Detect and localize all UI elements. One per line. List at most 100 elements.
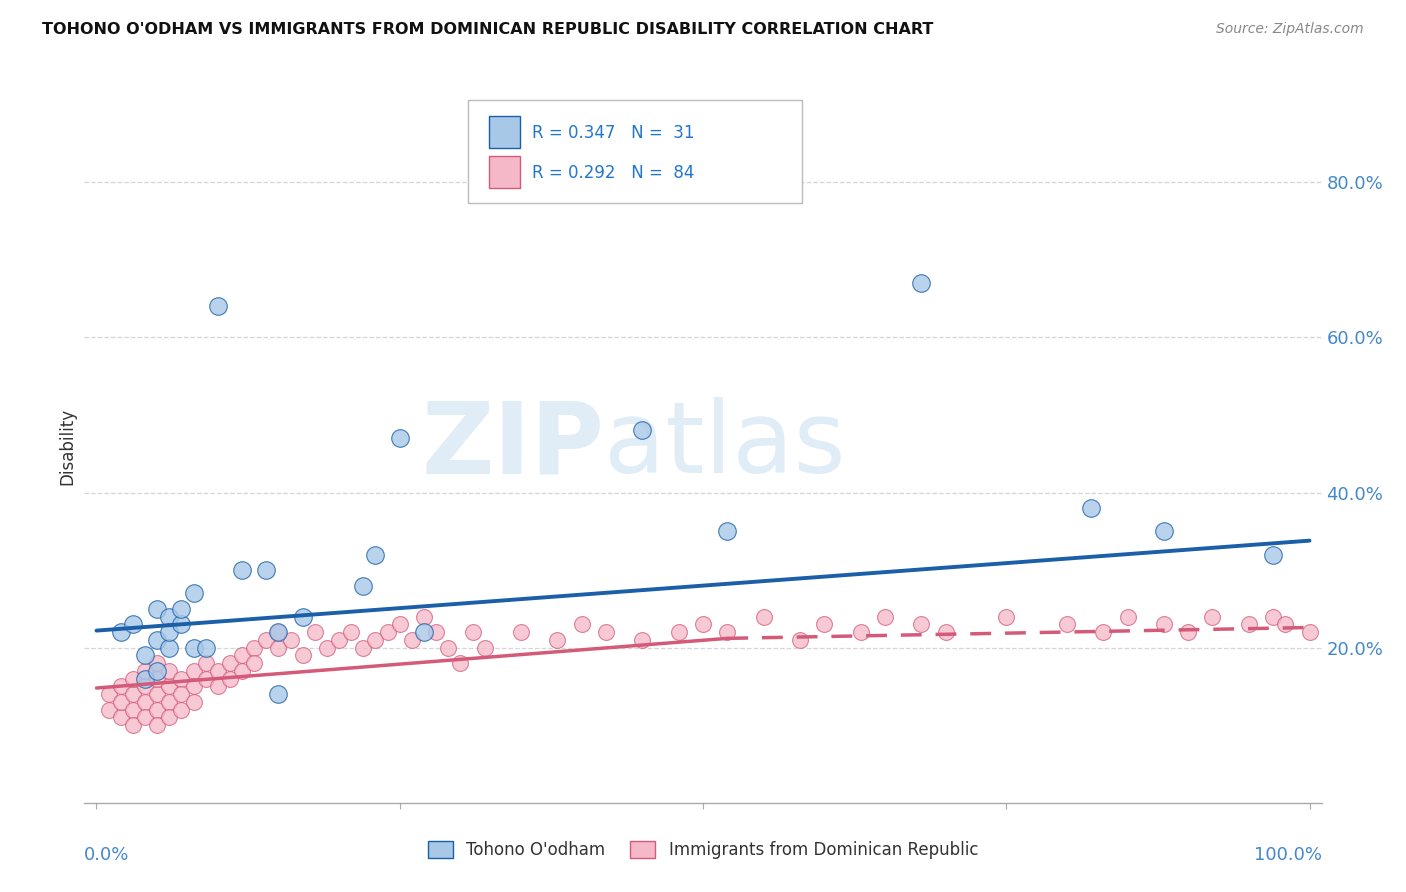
Point [146, 703, 169, 717]
Point [668, 625, 690, 640]
Point [437, 640, 460, 655]
Point [134, 672, 156, 686]
Point [146, 664, 169, 678]
Point [910, 617, 932, 632]
Point [1261, 609, 1284, 624]
Point [849, 625, 872, 640]
Point [789, 632, 811, 647]
Point [364, 548, 387, 562]
FancyBboxPatch shape [468, 100, 801, 203]
Point [170, 703, 193, 717]
Point [170, 617, 193, 632]
Point [134, 695, 156, 709]
Point [122, 703, 145, 717]
Point [1056, 617, 1078, 632]
Point [110, 695, 132, 709]
Point [122, 718, 145, 732]
Point [194, 640, 217, 655]
Point [231, 664, 253, 678]
Text: R = 0.292   N =  84: R = 0.292 N = 84 [533, 164, 695, 182]
Text: R = 0.347   N =  31: R = 0.347 N = 31 [533, 124, 695, 142]
Point [328, 632, 350, 647]
Point [157, 625, 180, 640]
Point [388, 431, 411, 445]
Point [1298, 625, 1320, 640]
Point [254, 632, 277, 647]
Point [183, 695, 205, 709]
Text: 0.0%: 0.0% [84, 846, 129, 863]
Point [157, 695, 180, 709]
Point [267, 687, 290, 701]
Point [146, 718, 169, 732]
Point [571, 617, 593, 632]
Point [813, 617, 835, 632]
Point [388, 617, 411, 632]
Point [546, 632, 568, 647]
Text: ZIP: ZIP [422, 398, 605, 494]
Point [631, 424, 654, 438]
Point [157, 710, 180, 724]
Point [1237, 617, 1260, 632]
Point [449, 656, 471, 670]
Point [97, 703, 120, 717]
Point [1116, 609, 1139, 624]
Point [291, 648, 314, 663]
Point [157, 664, 180, 678]
Point [146, 656, 169, 670]
Point [97, 687, 120, 701]
Point [146, 672, 169, 686]
FancyBboxPatch shape [489, 116, 520, 148]
Point [364, 632, 387, 647]
Point [1080, 501, 1102, 516]
Point [207, 680, 229, 694]
Point [207, 299, 229, 313]
Point [1261, 548, 1284, 562]
Point [134, 680, 156, 694]
Point [413, 609, 436, 624]
Point [231, 648, 253, 663]
Point [1274, 617, 1296, 632]
Point [935, 625, 957, 640]
Point [194, 656, 217, 670]
Point [183, 640, 205, 655]
Point [1092, 625, 1115, 640]
Point [352, 579, 374, 593]
Y-axis label: Disability: Disability [58, 408, 76, 484]
FancyBboxPatch shape [489, 156, 520, 188]
Point [194, 672, 217, 686]
Point [170, 672, 193, 686]
Point [752, 609, 775, 624]
Point [280, 632, 302, 647]
Point [304, 625, 326, 640]
Point [716, 524, 738, 539]
Point [474, 640, 496, 655]
Point [873, 609, 896, 624]
Point [291, 609, 314, 624]
Point [134, 664, 156, 678]
Point [243, 640, 266, 655]
Point [146, 632, 169, 647]
Point [461, 625, 484, 640]
Text: TOHONO O'ODHAM VS IMMIGRANTS FROM DOMINICAN REPUBLIC DISABILITY CORRELATION CHAR: TOHONO O'ODHAM VS IMMIGRANTS FROM DOMINI… [42, 22, 934, 37]
Point [1153, 524, 1175, 539]
Point [122, 672, 145, 686]
Point [110, 680, 132, 694]
Point [243, 656, 266, 670]
Text: 100.0%: 100.0% [1254, 846, 1322, 863]
Point [134, 710, 156, 724]
Point [122, 687, 145, 701]
Legend: Tohono O'odham, Immigrants from Dominican Republic: Tohono O'odham, Immigrants from Dominica… [422, 834, 984, 866]
Point [692, 617, 714, 632]
Point [267, 625, 290, 640]
Point [267, 625, 290, 640]
Point [401, 632, 423, 647]
Point [146, 687, 169, 701]
Point [631, 632, 654, 647]
Point [170, 602, 193, 616]
Point [595, 625, 617, 640]
Point [146, 602, 169, 616]
Point [110, 625, 132, 640]
Point [219, 656, 242, 670]
Point [157, 609, 180, 624]
Point [1201, 609, 1223, 624]
